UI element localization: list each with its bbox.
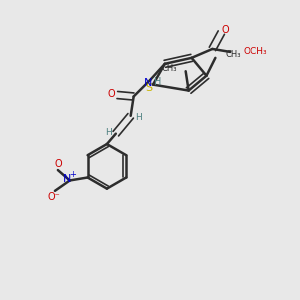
Text: +: + — [69, 170, 76, 179]
Text: H: H — [105, 128, 112, 137]
Text: CH₃: CH₃ — [226, 50, 241, 59]
Text: N: N — [144, 78, 153, 88]
Text: S: S — [145, 82, 152, 93]
Text: H: H — [135, 113, 142, 122]
Text: N: N — [63, 174, 71, 184]
Text: O: O — [222, 25, 230, 34]
Text: OCH₃: OCH₃ — [244, 47, 267, 56]
Text: O⁻: O⁻ — [47, 192, 60, 202]
Text: CH₃: CH₃ — [161, 64, 177, 73]
Text: O: O — [107, 89, 115, 99]
Text: O: O — [54, 159, 62, 169]
Text: H: H — [154, 77, 161, 87]
